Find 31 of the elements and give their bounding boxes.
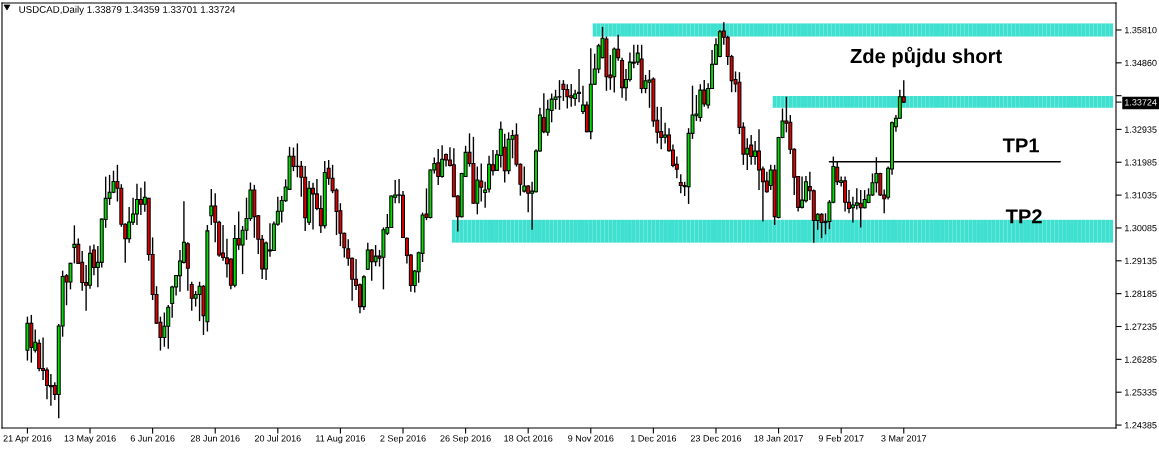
x-tick-label: 6 Jun 2016: [130, 435, 175, 442]
x-tick-label: 2 Sep 2016: [380, 435, 426, 444]
x-tick-label: 18 Oct 2016: [504, 435, 553, 442]
y-tick-label: 1.26285: [1125, 356, 1157, 363]
y-tick-label: 1.35810: [1125, 26, 1157, 34]
x-tick-label: 20 Jul 2016: [254, 434, 301, 442]
x-tick-label: 9 Nov 2016: [568, 435, 614, 442]
y-tick-label: 1.34860: [1125, 59, 1157, 67]
y-tick-label: 1.33724: [1125, 99, 1157, 106]
y-tick-label: 1.32935: [1125, 126, 1157, 133]
y-tick-label: 1.27235: [1125, 323, 1157, 330]
x-tick-label: 23 Dec 2016: [690, 435, 742, 442]
x-tick-label: 28 Jun 2016: [190, 435, 240, 442]
x-tick-label: 21 Apr 2016: [3, 435, 52, 444]
x-tick-label: 9 Feb 2017: [818, 434, 864, 442]
x-tick-label: 11 Aug 2016: [316, 435, 366, 444]
chart-title: USDCAD,Daily 1.33879 1.34359 1.33701 1.33724: [19, 5, 236, 15]
annotation: Zde půjdu short: [850, 46, 1002, 68]
x-tick-label: 18 Jan 2017: [754, 435, 803, 442]
x-tick-label: 3 Mar 2017: [881, 435, 927, 442]
annotation: TP1: [1002, 138, 1039, 153]
x-tick-label: 13 May 2016: [64, 435, 116, 444]
y-tick-label: 1.30085: [1125, 224, 1157, 232]
y-tick-label: 1.24385: [1125, 422, 1157, 429]
y-tick-label: 1.28185: [1125, 290, 1157, 298]
y-tick-label: 1.31985: [1125, 159, 1157, 166]
y-tick-label: 1.29135: [1125, 257, 1157, 265]
y-tick-label: 1.31035: [1125, 192, 1157, 199]
y-tick-label: 1.25335: [1125, 389, 1157, 396]
x-tick-label: 26 Sep 2016: [440, 435, 491, 444]
x-tick-label: 1 Dec 2016: [630, 435, 677, 442]
